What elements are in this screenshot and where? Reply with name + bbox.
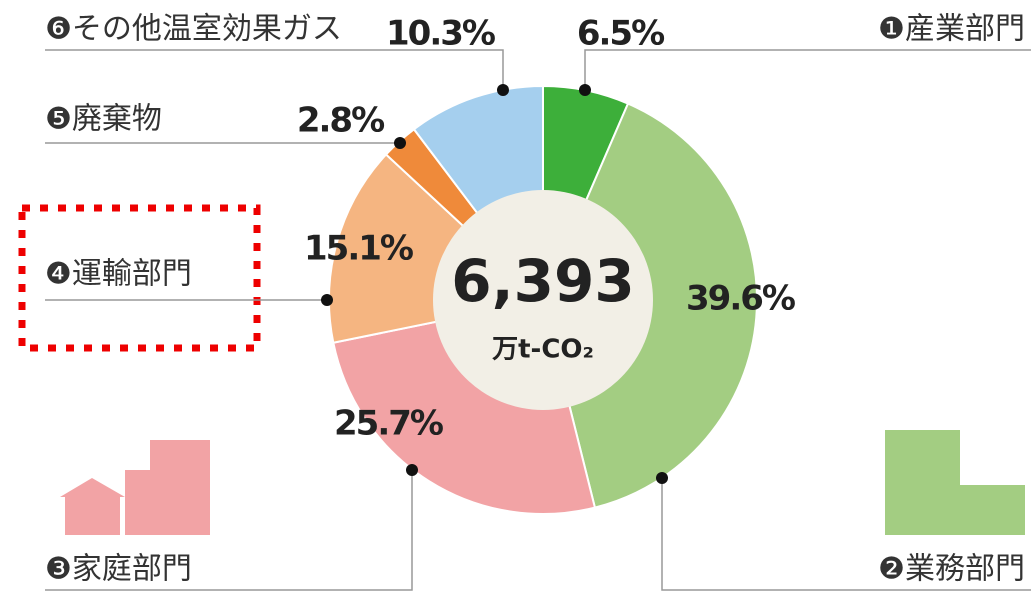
center-unit: 万t-CO₂ (492, 335, 594, 365)
value-label: 2.8% (297, 101, 384, 141)
value-label: 15.1% (304, 229, 413, 269)
category-label: ❹運輸部門 (45, 257, 192, 292)
leader-dot (394, 137, 406, 149)
category-label: ❺廃棄物 (45, 102, 162, 137)
highlight-box (18, 204, 261, 352)
leader-dot (656, 472, 668, 484)
leader-lines (45, 49, 1031, 591)
leader-dot (579, 84, 591, 96)
value-label: 10.3% (386, 14, 495, 54)
value-label: 6.5% (577, 14, 664, 54)
category-label: ❻その他温室効果ガス (45, 12, 342, 47)
category-label: ❶産業部門 (878, 12, 1025, 47)
leader-dot (406, 464, 418, 476)
category-label: ❷業務部門 (878, 552, 1025, 587)
category-label: ❸家庭部門 (45, 552, 192, 587)
value-label: 25.7% (334, 404, 443, 444)
donut-hole (433, 190, 653, 410)
leader-dot (321, 294, 333, 306)
building-icons (60, 430, 1025, 535)
leader-dot (497, 84, 509, 96)
center-value: 6,393 (451, 247, 634, 315)
value-label: 39.6% (686, 279, 795, 319)
